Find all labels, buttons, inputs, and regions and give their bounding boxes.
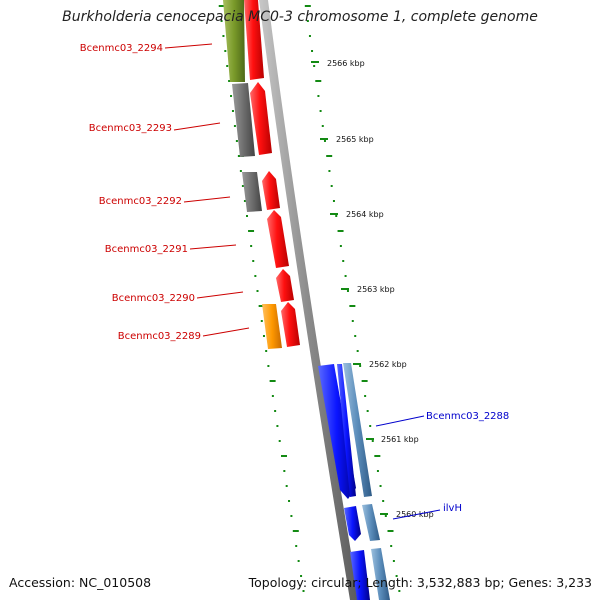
- scale-tick: 2562 kbp: [353, 360, 407, 369]
- gene-label[interactable]: ilvH: [443, 503, 462, 514]
- accession-text: Accession: NC_010508: [9, 575, 152, 590]
- gene-label[interactable]: Bcenmc03_2290: [112, 293, 195, 304]
- forward-genes: [244, 0, 300, 347]
- scale-tick-label: 2566 kbp: [327, 59, 365, 68]
- leader-line: [164, 43, 213, 49]
- cog-box-2289: [262, 304, 282, 349]
- reverse-genes: [318, 363, 390, 600]
- gene-arrow-2293: [250, 82, 272, 155]
- cog-box-2293: [232, 83, 255, 157]
- scale-tick: 2566 kbp: [311, 59, 365, 68]
- forward-gene-labels: Bcenmc03_2294 Bcenmc03_2293 Bcenmc03_229…: [80, 43, 250, 342]
- cog-box-2288-right: [343, 363, 372, 497]
- leader-line: [202, 327, 250, 337]
- scale-tick: 2560 kbp: [380, 510, 434, 519]
- cog-box-2288: [337, 364, 356, 497]
- cog-ring-left: [218, 5, 305, 592]
- cog-ring-right: [304, 5, 401, 592]
- gene-label[interactable]: Bcenmc03_2292: [99, 196, 182, 207]
- gene-label[interactable]: Bcenmc03_2291: [105, 244, 188, 255]
- scale-tick-label: 2562 kbp: [369, 360, 407, 369]
- cog-boxes: [223, 0, 282, 349]
- genome-summary-text: Topology: circular; Length: 3,532,883 bp…: [248, 575, 592, 590]
- cog-box-ilvH: [362, 504, 380, 541]
- scale-tick: 2561 kbp: [366, 435, 419, 444]
- leader-line: [189, 244, 237, 250]
- gene-arrow-2292: [262, 171, 280, 210]
- map-title: Burkholderia cenocepacia MC0-3 chromosom…: [62, 9, 538, 25]
- gene-label[interactable]: Bcenmc03_2288: [426, 411, 509, 422]
- gene-label[interactable]: Bcenmc03_2289: [118, 331, 201, 342]
- leader-line: [183, 196, 231, 203]
- leader-line: [392, 509, 441, 520]
- scale-tick-label: 2563 kbp: [357, 285, 395, 294]
- leader-line: [173, 122, 221, 131]
- scale-tick: 2565 kbp: [320, 135, 374, 144]
- leader-line: [375, 415, 425, 427]
- scale-tick-label: 2561 kbp: [381, 435, 419, 444]
- gene-arrow-2289: [281, 302, 300, 347]
- genome-backbone: [259, 0, 359, 600]
- gene-label[interactable]: Bcenmc03_2293: [89, 123, 172, 134]
- gene-label[interactable]: Bcenmc03_2294: [80, 43, 163, 54]
- leader-line: [196, 291, 244, 299]
- scale-tick-label: 2565 kbp: [336, 135, 374, 144]
- reverse-gene-labels: Bcenmc03_2288 ilvH: [375, 411, 509, 520]
- gene-arrow-2288: [318, 364, 356, 499]
- gene-arrow-next-1: [350, 550, 370, 600]
- scale-tick: 2564 kbp: [330, 210, 384, 219]
- cog-box-2292: [242, 172, 262, 212]
- gene-arrow-2294: [244, 0, 264, 80]
- cog-box-2294: [223, 0, 245, 82]
- scale-tick: 2563 kbp: [341, 285, 395, 294]
- gene-arrow-2291: [267, 210, 289, 268]
- scale-tick-label: 2564 kbp: [346, 210, 384, 219]
- gene-arrow-2290: [276, 269, 294, 302]
- cog-box-next-1: [371, 548, 390, 600]
- gene-arrow-ilvH: [344, 506, 361, 541]
